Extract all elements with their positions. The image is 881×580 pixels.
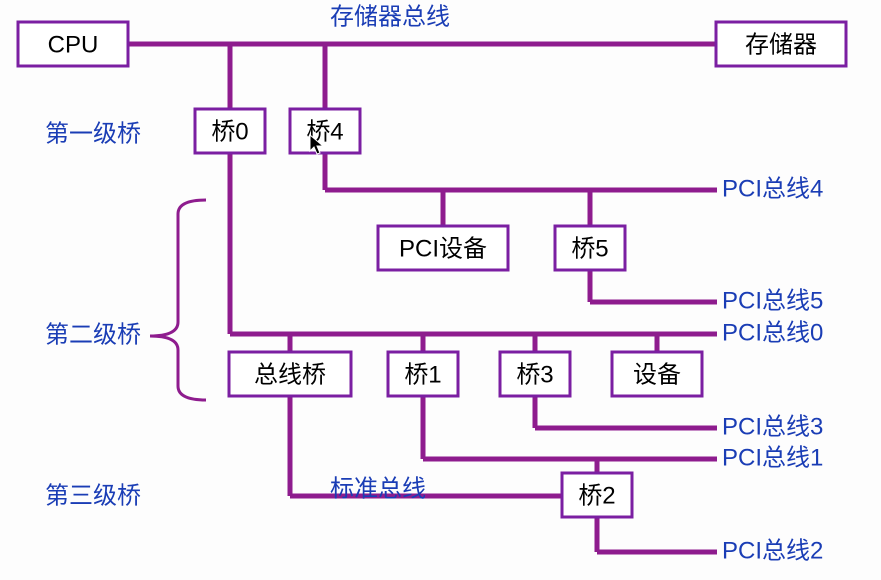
- label-pci0_lbl: PCI总线0: [722, 319, 823, 346]
- label-stdbus_lbl: 标准总线: [330, 475, 426, 502]
- node-pcidev: PCI设备: [378, 226, 508, 270]
- node-busbridge-label: 总线桥: [254, 361, 326, 388]
- nodes-layer: CPU 存储器桥0 桥4 PCI设备 桥5 总线桥 桥1 桥3 设备桥2: [18, 22, 846, 517]
- label-lvl1: 第一级桥: [45, 120, 141, 147]
- label-lvl3: 第三级桥: [45, 482, 141, 509]
- node-dev-label: 设备: [633, 361, 681, 388]
- brace-layer: [150, 200, 206, 400]
- node-b4: 桥4: [290, 109, 360, 153]
- node-b2: 桥2: [562, 473, 632, 517]
- label-pci2_lbl: PCI总线2: [722, 537, 823, 564]
- node-pcidev-label: PCI设备: [399, 235, 487, 262]
- node-busbridge: 总线桥: [229, 352, 351, 396]
- node-b1-label: 桥1: [404, 361, 441, 388]
- node-dev: 设备: [612, 352, 702, 396]
- node-b1: 桥1: [388, 352, 458, 396]
- label-lvl2: 第二级桥: [45, 321, 141, 348]
- labels-layer: 存储器总线第一级桥第二级桥第三级桥 PCI总线4 PCI总线5 PCI总线0 PCI总线…: [45, 3, 823, 564]
- node-b0: 桥0: [195, 109, 265, 153]
- node-b5: 桥5: [555, 226, 625, 270]
- level2-brace: [150, 200, 206, 400]
- node-mem: 存储器: [716, 22, 846, 66]
- node-b3-label: 桥3: [516, 361, 553, 388]
- node-b3: 桥3: [500, 352, 570, 396]
- bus-topology-diagram: CPU 存储器桥0 桥4 PCI设备 桥5 总线桥 桥1 桥3 设备桥2 存储器总线第一级桥第二…: [0, 0, 881, 580]
- label-pci1_lbl: PCI总线1: [722, 444, 823, 471]
- node-cpu-label: CPU: [48, 31, 99, 58]
- node-mem-label: 存储器: [745, 31, 817, 58]
- node-cpu: CPU: [18, 22, 128, 66]
- node-b2-label: 桥2: [578, 482, 615, 509]
- label-pci4_lbl: PCI总线4: [722, 175, 823, 202]
- label-membus_lbl: 存储器总线: [330, 3, 450, 30]
- label-pci5_lbl: PCI总线5: [722, 287, 823, 314]
- node-b0-label: 桥0: [211, 118, 248, 145]
- node-b5-label: 桥5: [571, 235, 608, 262]
- label-pci3_lbl: PCI总线3: [722, 413, 823, 440]
